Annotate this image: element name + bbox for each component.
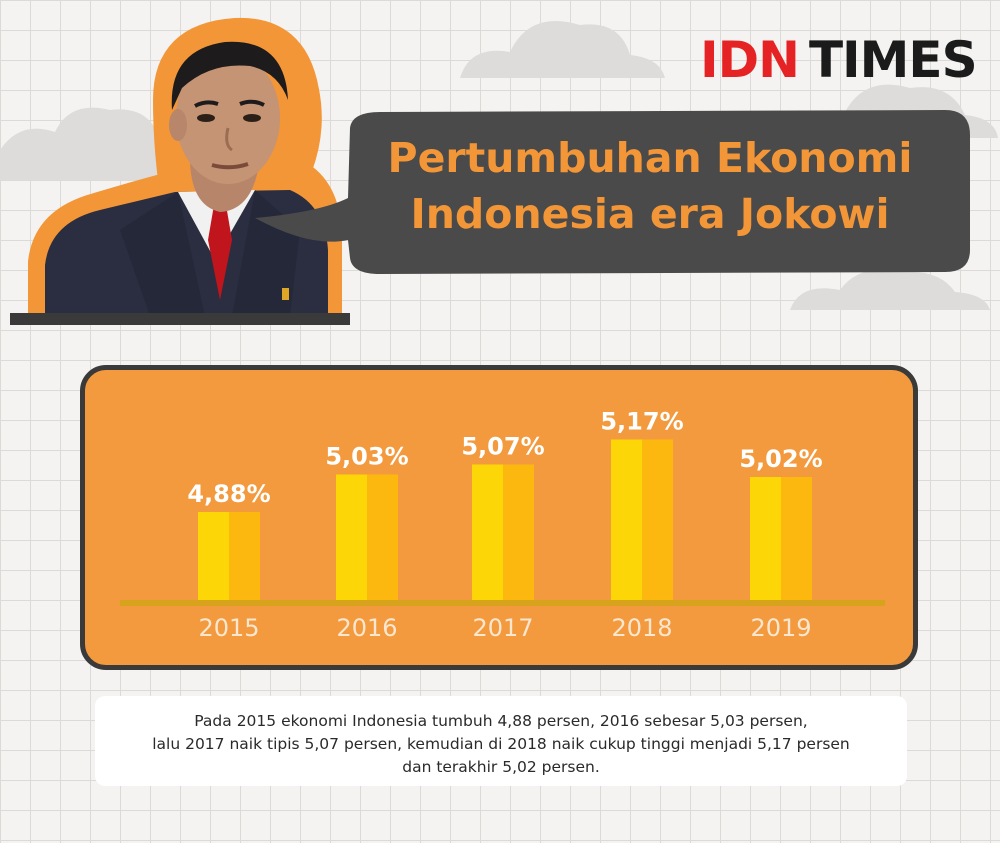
bar-shade-2018 (642, 439, 673, 602)
logo-idn: IDN (700, 31, 800, 89)
x-axis-baseline (120, 600, 885, 606)
caption-box: Pada 2015 ekonomi Indonesia tumbuh 4,88 … (95, 696, 907, 786)
bar-chart: 4,88% 2015 5,03% 2016 5,07% 2017 5,17% 2018 5,02… (120, 408, 885, 642)
page-title: Pertumbuhan Ekonomi Indonesia era Jokowi (350, 130, 950, 242)
data-label-2018: 5,17% (600, 408, 683, 436)
data-label-2019: 5,02% (739, 445, 822, 473)
bar-2018 (611, 439, 642, 602)
cloud-bottom-right (790, 269, 990, 310)
data-label-2015: 4,88% (187, 480, 270, 508)
bar-2017 (472, 464, 503, 602)
caption-line-3: dan terakhir 5,02 persen. (402, 758, 600, 776)
data-label-2017: 5,07% (461, 433, 544, 461)
caption-line-2: lalu 2017 naik tipis 5,07 persen, kemudi… (152, 735, 850, 753)
bar-2015 (198, 512, 229, 602)
bar-shade-2016 (367, 474, 398, 602)
title-line-1: Pertumbuhan Ekonomi (387, 134, 913, 182)
x-tick-2018: 2018 (611, 614, 672, 642)
bar-shade-2015 (229, 512, 260, 602)
speech-bubble (255, 110, 970, 274)
cloud-top (460, 21, 665, 78)
bar-shade-2019 (781, 477, 812, 602)
idn-times-logo: IDN TIMES (700, 30, 978, 90)
caption-line-1: Pada 2015 ekonomi Indonesia tumbuh 4,88 … (194, 712, 808, 730)
bar-shade-2017 (503, 464, 534, 602)
x-tick-2017: 2017 (472, 614, 533, 642)
logo-times: TIMES (808, 31, 978, 89)
x-tick-2015: 2015 (198, 614, 259, 642)
bar-2016 (336, 474, 367, 602)
x-tick-2019: 2019 (750, 614, 811, 642)
cloud-left (0, 107, 195, 180)
data-label-2016: 5,03% (325, 443, 408, 471)
chart-panel: 4,88% 2015 5,03% 2016 5,07% 2017 5,17% 2018 5,02… (80, 365, 918, 670)
bar-2019 (750, 477, 781, 602)
x-tick-2016: 2016 (336, 614, 397, 642)
title-line-2: Indonesia era Jokowi (410, 190, 890, 238)
caption-text: Pada 2015 ekonomi Indonesia tumbuh 4,88 … (95, 710, 907, 779)
